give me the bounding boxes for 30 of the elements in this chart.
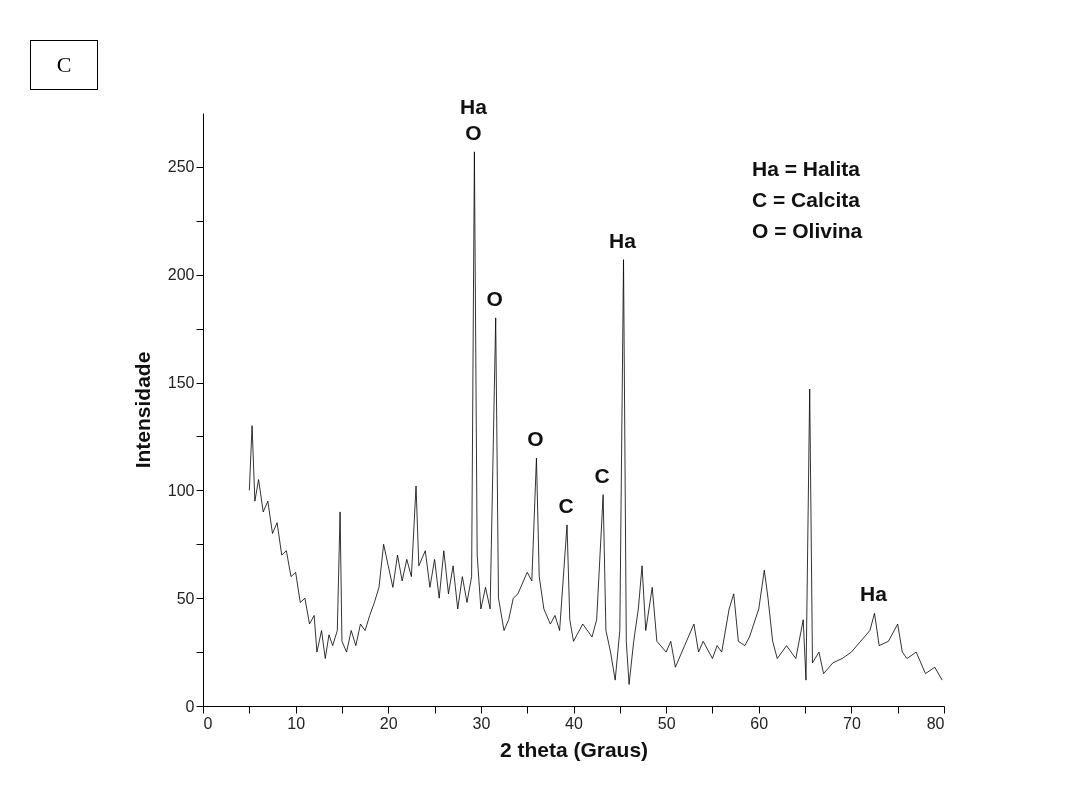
x-tick-label: 60 bbox=[750, 714, 769, 732]
x-tick-label: 20 bbox=[379, 714, 398, 732]
y-tick-label: 200 bbox=[167, 266, 195, 284]
y-tick-label: 150 bbox=[167, 374, 195, 392]
annotation: Ha = Halita bbox=[752, 157, 861, 180]
y-tick-label: 50 bbox=[176, 589, 195, 607]
x-tick-label: 10 bbox=[287, 714, 306, 732]
annotation: Ha bbox=[459, 94, 488, 118]
annotation: O bbox=[486, 286, 503, 310]
annotation: O bbox=[527, 427, 544, 451]
annotation: O = Olivina bbox=[752, 219, 863, 242]
y-tick-label: 250 bbox=[167, 158, 195, 176]
annotation: C bbox=[594, 463, 610, 487]
y-tick-label: 0 bbox=[185, 697, 195, 715]
x-tick-label: 0 bbox=[203, 714, 213, 732]
y-tick-label: 100 bbox=[167, 481, 195, 499]
text: C bbox=[30, 40, 98, 90]
x-axis-title: 2 theta (Graus) bbox=[499, 737, 649, 761]
line-series bbox=[248, 151, 943, 685]
annotation: Ha bbox=[860, 582, 888, 606]
annotation: Ha bbox=[609, 228, 637, 252]
x-tick-label: 70 bbox=[842, 714, 861, 732]
annotation: O bbox=[465, 120, 482, 144]
x-tick-label: 50 bbox=[657, 714, 676, 732]
x-tick-label: 80 bbox=[926, 714, 945, 732]
x-tick-label: 30 bbox=[472, 714, 491, 732]
annotation: C bbox=[558, 493, 574, 517]
y-axis-title: Intensidade bbox=[130, 351, 154, 469]
annotation: C = Calcita bbox=[752, 188, 861, 211]
x-tick-label: 40 bbox=[565, 714, 583, 732]
